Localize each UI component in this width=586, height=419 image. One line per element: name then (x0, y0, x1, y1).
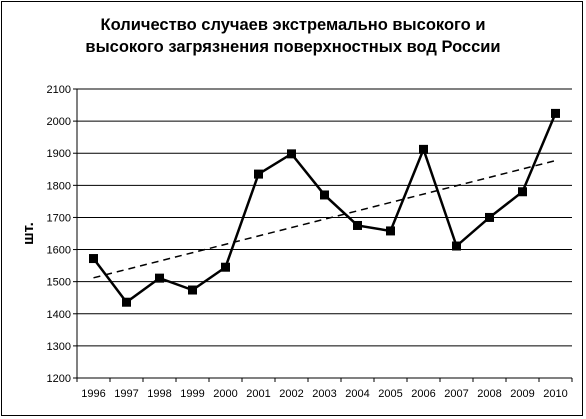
data-point (386, 226, 395, 236)
y-tick-label: 1800 (47, 180, 71, 192)
data-point (452, 241, 461, 251)
grid-lines (77, 88, 572, 379)
y-tick-label: 1400 (47, 309, 71, 321)
x-tick-label: 1998 (147, 388, 171, 400)
x-tick-label: 2003 (312, 388, 336, 400)
x-tick-label: 2001 (246, 388, 270, 400)
x-tick-label: 2010 (543, 388, 567, 400)
y-tick-label: 1600 (47, 245, 71, 257)
x-tick-label: 2009 (510, 388, 534, 400)
y-tick-label: 1900 (47, 148, 71, 160)
y-tick-label: 1300 (47, 341, 71, 353)
x-tick-label: 2005 (378, 388, 402, 400)
data-point (254, 169, 263, 179)
x-tick-label: 1999 (180, 388, 204, 400)
data-point (155, 273, 164, 283)
y-tick-label: 1700 (47, 212, 71, 224)
y-axis-label: шт. (20, 222, 37, 245)
data-point (320, 190, 329, 200)
y-tick-label: 1500 (47, 277, 71, 289)
axes (73, 88, 573, 382)
x-tick-label: 2008 (477, 388, 501, 400)
x-tick-label: 1997 (114, 388, 138, 400)
x-tick-label: 2004 (345, 388, 369, 400)
chart-title: Количество случаев экстремально высокого… (0, 14, 586, 58)
x-tick-label: 2007 (444, 388, 468, 400)
data-point (89, 254, 98, 264)
data-point (518, 187, 527, 197)
trendline (93, 159, 556, 279)
chart-title-line-1: Количество случаев экстремально высокого… (100, 16, 486, 34)
data-point (419, 144, 428, 154)
data-point (353, 220, 362, 230)
x-tick-label: 2000 (213, 388, 237, 400)
data-point (551, 108, 560, 118)
x-tick-label: 1996 (81, 388, 105, 400)
x-tick-label: 2006 (411, 388, 435, 400)
chart-title-line-2: высокого загрязнения поверхностных вод Р… (85, 38, 501, 56)
x-tick-labels: 1996 1997 1998 1999 2000 2001 2002 2003 2004 2005… (81, 388, 567, 400)
trendline-group (93, 159, 556, 279)
y-tick-label: 2000 (47, 116, 71, 128)
data-point (122, 297, 131, 307)
data-point (221, 262, 230, 272)
series-group (89, 108, 560, 307)
y-tick-label: 1200 (47, 373, 71, 385)
data-point (485, 212, 494, 222)
y-tick-label: 2100 (47, 84, 71, 96)
y-tick-labels: 1200 1300 1400 1500 1600 1700 1800 1900 2000 2100 (47, 84, 71, 385)
data-point (287, 149, 296, 159)
data-point (188, 285, 197, 295)
x-tick-label: 2002 (279, 388, 303, 400)
